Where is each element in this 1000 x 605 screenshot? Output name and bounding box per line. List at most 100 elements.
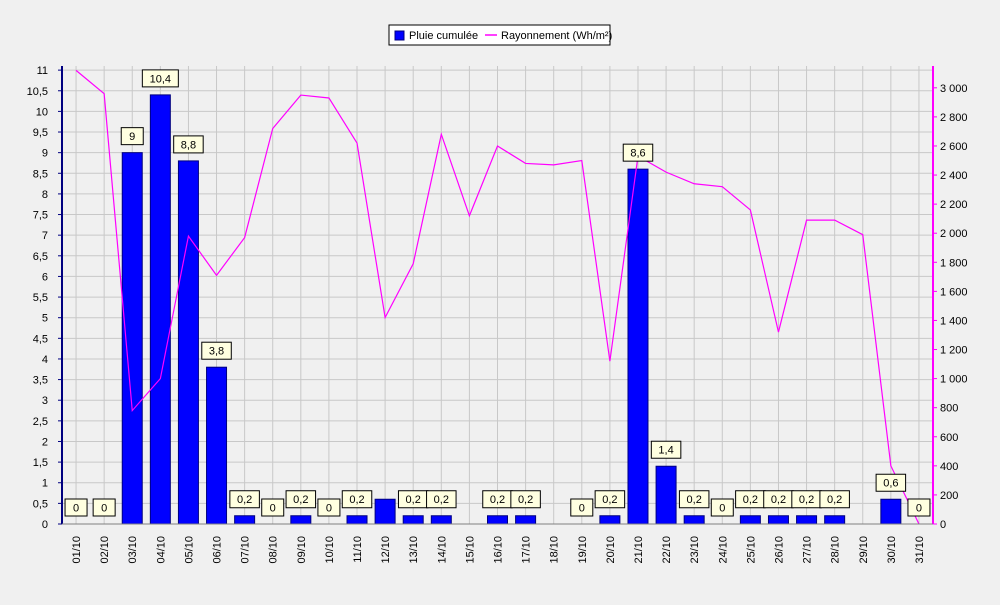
x-tick-label: 21/10 <box>633 536 645 564</box>
data-label: 0 <box>73 503 79 515</box>
y-left-tick-label: 0 <box>42 519 48 531</box>
x-tick-label: 30/10 <box>886 536 898 564</box>
data-label: 0,2 <box>237 494 252 506</box>
x-tick-label: 31/10 <box>914 536 926 564</box>
x-tick-label: 19/10 <box>577 536 589 564</box>
data-label: 0,2 <box>827 494 842 506</box>
data-label-box <box>710 498 734 517</box>
bar <box>683 515 705 525</box>
x-tick-label: 24/10 <box>717 536 729 564</box>
y-right-tick-label: 200 <box>940 490 958 502</box>
y-left-tick-label: 11 <box>37 65 48 77</box>
data-label: 0,2 <box>518 494 533 506</box>
y-right-tick-label: 400 <box>940 461 958 473</box>
data-label: 0,2 <box>799 494 814 506</box>
y-left-tick-label: 1 <box>42 478 48 490</box>
data-label: 3,8 <box>209 346 224 358</box>
data-label-box <box>907 498 931 517</box>
y-right-tick-label: 3 000 <box>940 83 968 95</box>
y-left-tick-label: 8,5 <box>33 168 48 180</box>
x-tick-label: 07/10 <box>240 536 252 564</box>
data-label-box <box>64 498 88 517</box>
x-tick-label: 06/10 <box>212 536 224 564</box>
x-tick-label: 15/10 <box>464 536 476 564</box>
data-label-box <box>229 490 260 509</box>
bar <box>515 515 537 525</box>
data-label-box <box>819 490 850 509</box>
data-label-box <box>341 490 373 509</box>
x-tick-label: 27/10 <box>802 536 814 564</box>
y-right-tick-label: 2 000 <box>940 228 968 240</box>
data-label-box <box>173 135 204 154</box>
y-left-tick-label: 3 <box>42 395 48 407</box>
data-label-box <box>594 490 626 509</box>
y-right-tick-label: 600 <box>940 432 958 444</box>
data-label-box <box>650 440 682 459</box>
x-tick-label: 05/10 <box>183 536 195 564</box>
y-left-tick-label: 6 <box>42 271 48 283</box>
line-series-rayonnement <box>75 69 920 525</box>
legend-box <box>388 24 611 46</box>
bar <box>655 465 677 525</box>
bar <box>430 515 452 525</box>
data-label-box <box>570 498 594 517</box>
y-left-tick-label: 5,5 <box>33 292 48 304</box>
y-right-tick-label: 2 200 <box>940 199 968 211</box>
bar <box>346 515 368 525</box>
y-left-tick-label: 2 <box>42 436 48 448</box>
x-tick-label: 17/10 <box>521 536 533 564</box>
x-tick-label: 01/10 <box>71 536 83 564</box>
y-right-tick-label: 1 000 <box>940 374 968 386</box>
data-label: 8,6 <box>630 148 645 160</box>
y-left-tick-label: 10,5 <box>27 86 48 98</box>
data-label: 0 <box>326 503 332 515</box>
data-label-box <box>120 127 144 146</box>
bar <box>767 515 789 525</box>
x-tick-label: 12/10 <box>380 536 392 564</box>
x-tick-label: 09/10 <box>296 536 308 564</box>
bar <box>880 498 902 525</box>
y-left-tick-label: 3,5 <box>33 375 48 387</box>
data-label-box <box>510 490 541 509</box>
y-right-tick-label: 1 600 <box>940 286 968 298</box>
data-label-box <box>317 498 341 517</box>
x-tick-label: 13/10 <box>408 536 420 564</box>
y-left-tick-label: 4 <box>42 354 48 366</box>
y-right-tick-label: 1 400 <box>940 315 968 327</box>
data-label-box <box>285 490 317 509</box>
data-label-box <box>678 490 710 509</box>
x-tick-label: 29/10 <box>858 536 870 564</box>
x-tick-label: 04/10 <box>155 536 167 564</box>
bar <box>402 515 424 525</box>
x-tick-label: 02/10 <box>99 536 111 564</box>
data-label: 0,2 <box>406 494 421 506</box>
data-label: 1,4 <box>658 445 673 457</box>
y-right-tick-label: 1 200 <box>940 345 968 357</box>
x-tick-label: 18/10 <box>549 536 561 564</box>
bar <box>290 515 312 525</box>
bar <box>796 515 818 525</box>
y-left-tick-label: 8 <box>42 189 48 201</box>
data-label: 0,2 <box>602 494 617 506</box>
y-right-tick-label: 800 <box>940 403 958 415</box>
x-tick-label: 16/10 <box>493 536 505 564</box>
data-label: 0 <box>101 503 107 515</box>
x-tick-label: 22/10 <box>661 536 673 564</box>
y-left-tick-label: 10 <box>36 106 48 118</box>
x-tick-label: 08/10 <box>268 536 280 564</box>
y-left-tick-label: 0,5 <box>33 498 48 510</box>
legend-label-rayonnement: Rayonnement (Wh/m²) <box>501 30 612 42</box>
data-label: 0,2 <box>293 494 308 506</box>
y-left-tick-label: 1,5 <box>33 457 48 469</box>
data-label: 0 <box>579 503 585 515</box>
y-right-tick-label: 0 <box>940 519 946 531</box>
data-label: 10,4 <box>150 73 171 85</box>
y-right-tick-label: 2 600 <box>940 141 968 153</box>
bar <box>627 168 649 525</box>
bar <box>374 498 396 525</box>
data-label-box <box>622 143 654 162</box>
data-label: 9 <box>129 131 135 143</box>
bar <box>487 515 508 525</box>
y-left-tick-label: 2,5 <box>33 416 48 428</box>
x-tick-label: 11/10 <box>352 536 364 563</box>
